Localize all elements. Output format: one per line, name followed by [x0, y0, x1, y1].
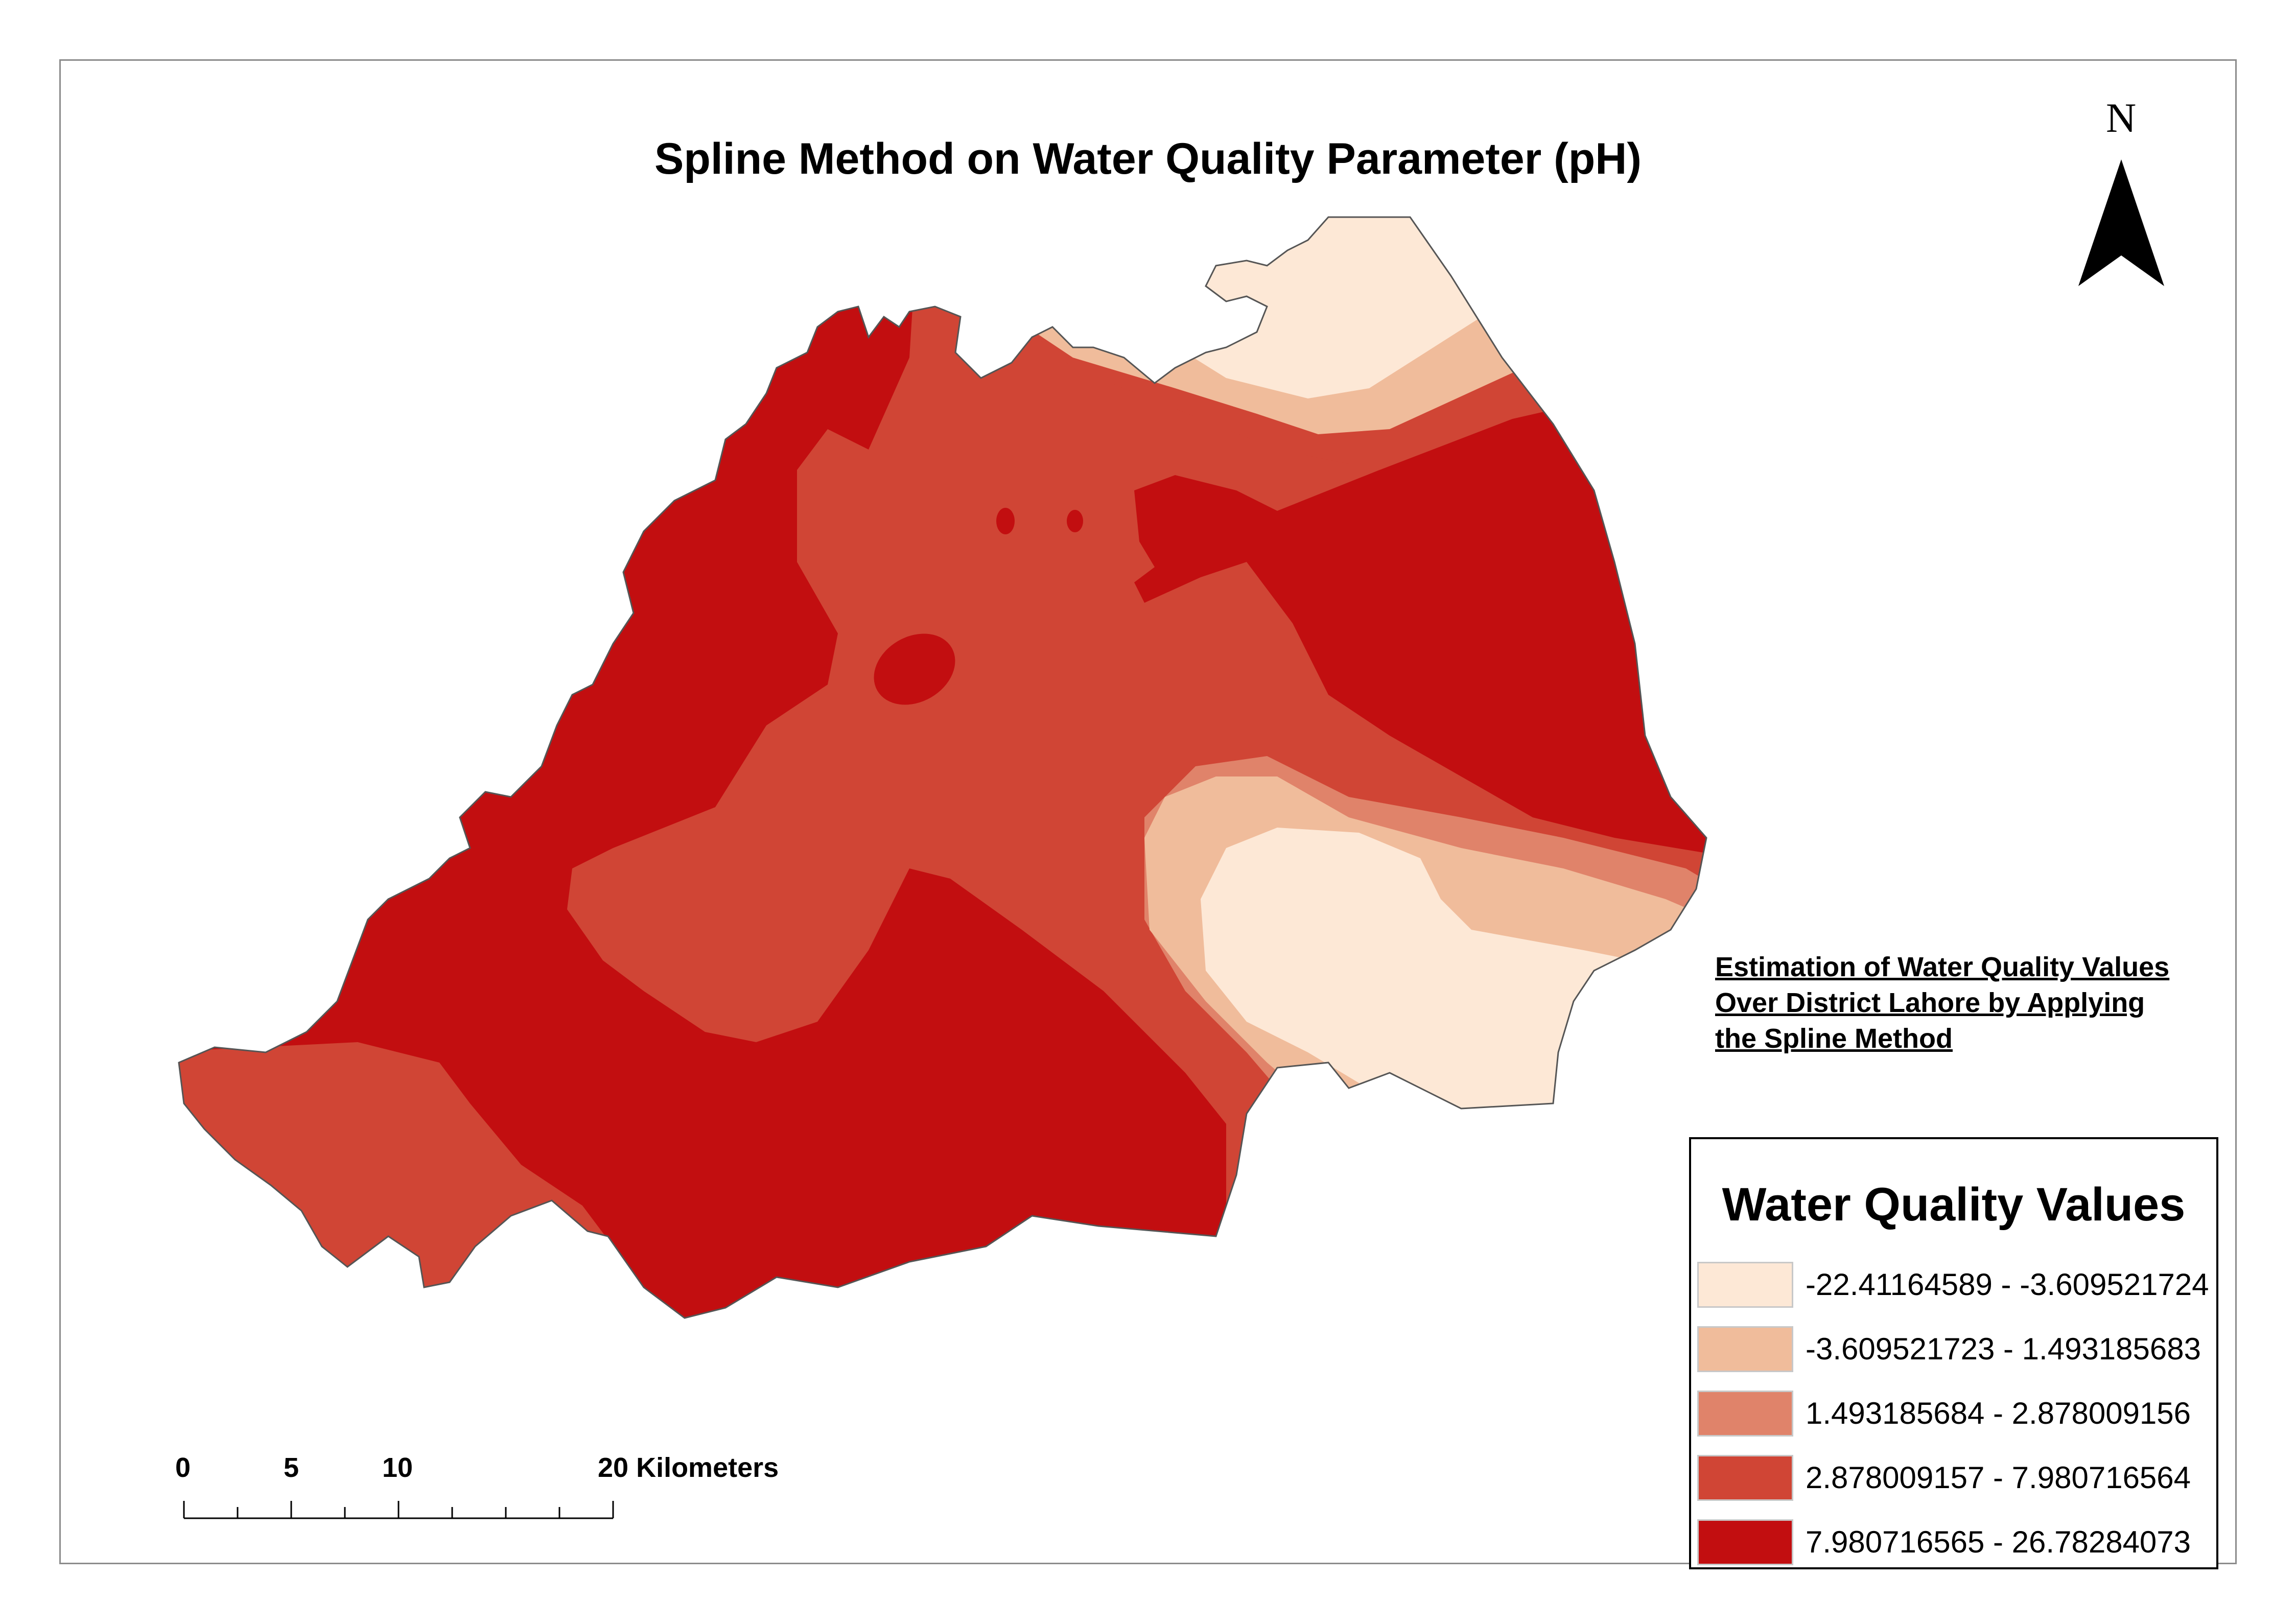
north-arrow-icon — [2078, 159, 2164, 286]
zone-class-5-spot — [996, 508, 1015, 534]
scale-label-0: 0 — [175, 1452, 191, 1483]
legend-swatch — [1697, 1519, 1793, 1565]
zone-class-5-spot — [874, 633, 955, 705]
map-note: Estimation of Water Quality Values Over … — [1715, 949, 2226, 1056]
legend-item: 2.878009157 - 7.980716564 — [1691, 1455, 2216, 1506]
north-label: N — [2106, 95, 2137, 141]
legend-item: -22.41164589 - -3.609521724 — [1691, 1262, 2216, 1313]
spline-surface — [179, 217, 1706, 1318]
legend-item: -3.609521723 - 1.493185683 — [1691, 1326, 2216, 1377]
scale-label-10: 10 — [382, 1452, 413, 1483]
legend-label: 1.493185684 - 2.878009156 — [1806, 1396, 2191, 1430]
scale-bar — [183, 1501, 614, 1519]
map-note-line: Estimation of Water Quality Values — [1715, 952, 2170, 982]
legend-item: 7.980716565 - 26.78284073 — [1691, 1519, 2216, 1570]
legend-swatch — [1697, 1326, 1793, 1372]
map-title: Spline Method on Water Quality Parameter… — [654, 134, 1642, 183]
legend-swatch — [1697, 1455, 1793, 1501]
zone-class-5-east — [1134, 368, 1706, 858]
legend-title: Water Quality Values — [1722, 1179, 2186, 1231]
scale-label-20: 20 Kilometers — [598, 1452, 779, 1483]
legend-swatch — [1697, 1391, 1793, 1437]
zone-class-5-spot — [1067, 510, 1083, 532]
map-note-line: Over District Lahore by Applying — [1715, 987, 2145, 1018]
district-boundary — [178, 216, 1707, 1319]
legend-item: 1.493185684 - 2.878009156 — [1691, 1391, 2216, 1442]
legend-label: -3.609521723 - 1.493185683 — [1806, 1332, 2201, 1366]
map-note-line: the Spline Method — [1715, 1023, 1953, 1054]
scale-label-5: 5 — [284, 1452, 299, 1483]
legend-label: 7.980716565 - 26.78284073 — [1806, 1525, 2191, 1559]
legend-label: -22.41164589 - -3.609521724 — [1806, 1267, 2209, 1302]
legend-swatch — [1697, 1262, 1793, 1308]
legend-label: 2.878009157 - 7.980716564 — [1806, 1461, 2191, 1495]
legend: Water Quality Values -22.41164589 - -3.6… — [1689, 1137, 2218, 1569]
